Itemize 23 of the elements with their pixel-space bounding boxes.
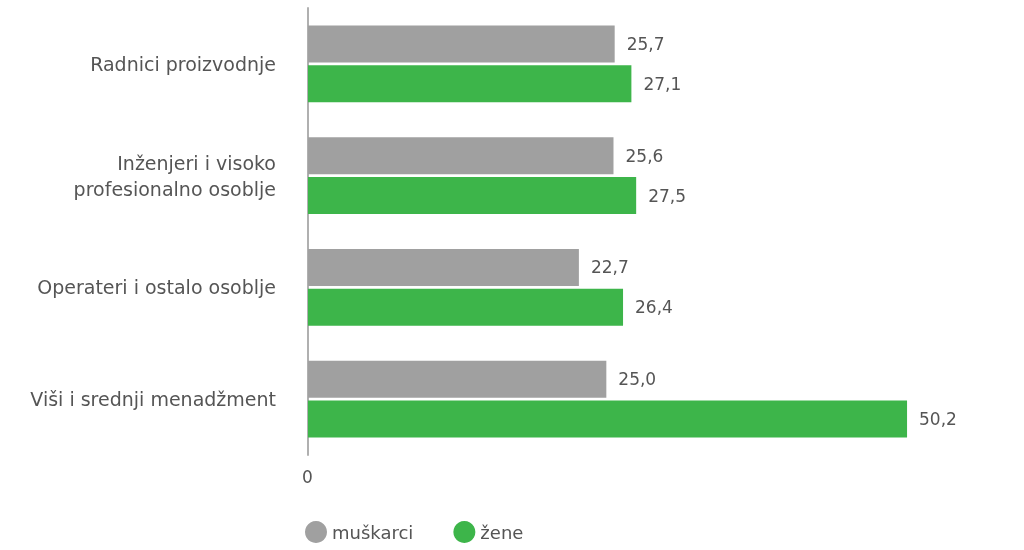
data-label: 27,5 [648, 185, 687, 206]
bar [308, 137, 614, 175]
legend-label: muškarci [332, 521, 414, 543]
data-label: 50,2 [919, 409, 957, 430]
data-label: 25,7 [626, 33, 665, 54]
y-tick-label: Inženjeri i visoko profesionalno osoblje [73, 151, 276, 200]
y-tick-label: Viši i srednji menadžment [30, 388, 276, 411]
bar [308, 65, 632, 103]
data-label: 26,4 [635, 297, 673, 318]
data-label: 27,1 [643, 73, 682, 94]
bar [308, 177, 637, 215]
text: 0 [302, 466, 313, 487]
bar [308, 400, 908, 438]
bar [308, 25, 615, 63]
bar [308, 248, 579, 286]
data-label: 22,7 [590, 257, 629, 278]
bar [308, 360, 607, 398]
legend-label: žene [480, 521, 524, 543]
y-tick-label: Operateri i ostalo osoblje [37, 276, 276, 299]
data-label: 25,6 [625, 145, 664, 166]
y-tick-label: Radnici proizvodnje [90, 52, 276, 75]
data-label: 25,0 [618, 369, 657, 390]
bar [308, 288, 624, 326]
